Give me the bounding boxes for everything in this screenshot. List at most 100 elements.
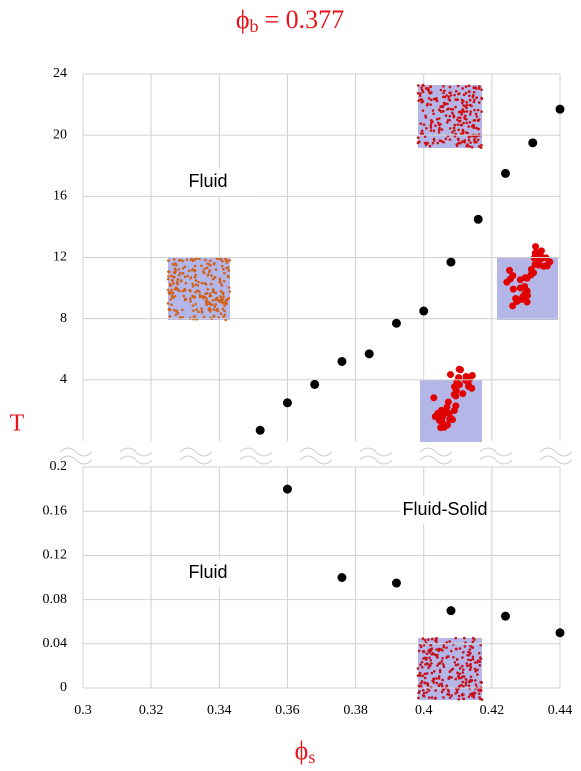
particle bbox=[469, 110, 472, 114]
particle bbox=[455, 647, 458, 651]
particle bbox=[423, 135, 427, 138]
particle bbox=[474, 679, 477, 682]
particle bbox=[476, 108, 480, 112]
particle bbox=[459, 119, 462, 123]
particle bbox=[454, 105, 457, 109]
particle bbox=[434, 689, 437, 692]
particle bbox=[214, 297, 218, 301]
particle bbox=[468, 648, 472, 651]
particle bbox=[463, 645, 467, 648]
cluster-particle bbox=[509, 285, 517, 293]
particle bbox=[430, 653, 434, 656]
particle bbox=[438, 123, 441, 127]
annotation-bg bbox=[163, 168, 253, 196]
particle bbox=[467, 135, 471, 139]
particle bbox=[476, 668, 479, 672]
particle bbox=[471, 655, 475, 659]
particle bbox=[469, 644, 472, 648]
break-wave bbox=[239, 447, 273, 465]
particle bbox=[222, 295, 225, 298]
particle bbox=[429, 103, 433, 106]
particle bbox=[440, 660, 444, 663]
particle bbox=[451, 131, 454, 134]
particle bbox=[442, 688, 446, 691]
particle bbox=[471, 646, 474, 649]
y-axis-label: T bbox=[10, 411, 25, 437]
particle bbox=[191, 304, 195, 307]
particle bbox=[221, 298, 225, 301]
particle bbox=[170, 278, 174, 282]
particle bbox=[468, 145, 471, 148]
particle bbox=[419, 682, 423, 685]
particle bbox=[448, 670, 452, 673]
particle bbox=[450, 694, 454, 697]
particle bbox=[439, 88, 443, 92]
particle bbox=[179, 258, 182, 262]
particle bbox=[456, 663, 460, 666]
particle bbox=[431, 141, 435, 145]
particle bbox=[432, 681, 436, 684]
particle bbox=[208, 306, 211, 310]
particle bbox=[447, 107, 450, 110]
particle bbox=[428, 656, 431, 659]
particle bbox=[178, 271, 182, 275]
particle bbox=[461, 650, 465, 654]
particle bbox=[193, 264, 197, 268]
particle bbox=[422, 691, 426, 695]
particle bbox=[468, 103, 472, 107]
particle bbox=[429, 643, 432, 647]
data-point bbox=[310, 379, 320, 389]
particle bbox=[459, 132, 463, 136]
particle bbox=[442, 85, 445, 88]
y-tick-label: 0.16 bbox=[43, 503, 68, 518]
particle bbox=[465, 101, 469, 104]
particle bbox=[461, 129, 465, 133]
particle bbox=[418, 685, 421, 688]
annotation-bg bbox=[400, 496, 490, 524]
particle bbox=[418, 674, 422, 677]
particle bbox=[445, 646, 448, 650]
particle bbox=[420, 88, 424, 92]
particle bbox=[171, 275, 175, 279]
particle bbox=[459, 123, 462, 127]
particle bbox=[191, 267, 195, 271]
particle bbox=[422, 123, 426, 126]
particle bbox=[472, 91, 476, 94]
particle bbox=[467, 138, 471, 142]
particle bbox=[227, 275, 230, 279]
particle bbox=[433, 697, 437, 700]
particle bbox=[435, 99, 439, 103]
particle bbox=[416, 674, 420, 677]
particle bbox=[468, 113, 472, 116]
particle bbox=[430, 91, 433, 94]
particle bbox=[467, 658, 470, 662]
particle bbox=[198, 293, 202, 297]
particle bbox=[465, 103, 469, 107]
particle bbox=[168, 292, 172, 296]
particle bbox=[445, 641, 449, 644]
particle bbox=[456, 137, 460, 141]
particle bbox=[437, 684, 441, 688]
particle bbox=[430, 662, 433, 665]
break-wave bbox=[299, 447, 333, 465]
particle bbox=[469, 141, 472, 144]
particle bbox=[200, 310, 204, 313]
particle bbox=[471, 657, 475, 661]
particle bbox=[177, 268, 180, 271]
particle bbox=[417, 649, 421, 653]
particle bbox=[202, 271, 206, 275]
particle bbox=[183, 275, 187, 279]
particle bbox=[421, 674, 425, 678]
particle bbox=[172, 271, 176, 274]
data-point bbox=[282, 398, 292, 408]
particle bbox=[442, 101, 446, 105]
y-tick-label: 16 bbox=[53, 189, 67, 204]
particle bbox=[435, 117, 439, 121]
particle bbox=[416, 667, 420, 670]
particle bbox=[449, 107, 453, 111]
particle bbox=[218, 295, 222, 298]
particle bbox=[420, 660, 424, 664]
particle bbox=[228, 259, 231, 262]
particle bbox=[208, 269, 212, 272]
